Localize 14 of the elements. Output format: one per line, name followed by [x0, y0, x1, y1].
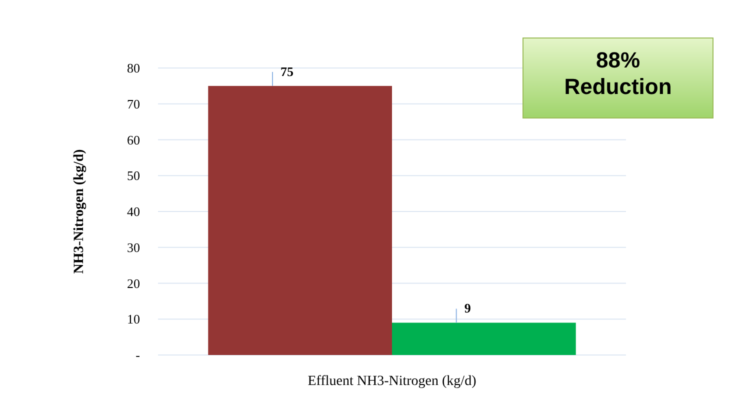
y-tick-label: 30 [127, 240, 140, 255]
y-tick-label: 60 [127, 132, 140, 148]
y-tick-label: 80 [127, 60, 140, 76]
y-tick-label: 40 [127, 204, 140, 220]
y-axis-title: NH3-Nitrogen (kg/d) [72, 148, 87, 274]
y-tick-label: - [136, 348, 140, 363]
annotation: 88% Reduction [564, 47, 672, 99]
y-tick-label: 50 [127, 168, 140, 184]
x-tick-label: Effluent NH3-Nitrogen (kg/d) [308, 374, 477, 389]
y-tick-label: 20 [127, 276, 140, 291]
y-tick-label: 10 [127, 312, 140, 327]
data-label: 75 [280, 64, 294, 79]
y-tick-label: 70 [127, 96, 140, 112]
data-label: 9 [464, 300, 472, 316]
